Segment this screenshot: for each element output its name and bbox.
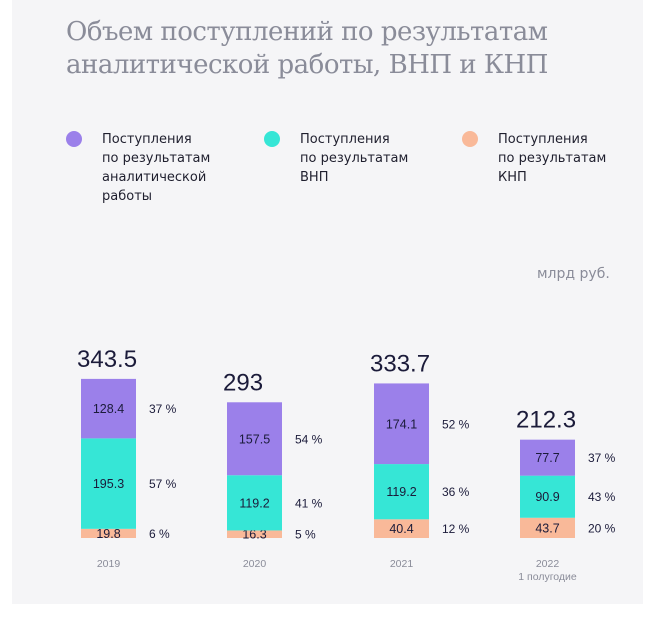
percent-label-analytic: 54 %	[295, 432, 323, 446]
legend-marker-vnp	[264, 131, 280, 147]
bar-segment-knp-2020	[227, 530, 282, 538]
percent-label-analytic: 37 %	[588, 451, 616, 465]
percent-label-analytic: 52 %	[442, 417, 470, 431]
year-sublabel: 1 полугодие	[518, 571, 577, 583]
percent-label-knp: 12 %	[442, 522, 470, 536]
bar-segment-knp-2021	[374, 519, 429, 538]
legend-label-analytic: Поступления по результатам аналитической…	[102, 130, 252, 206]
value-label-analytic: 157.5	[239, 432, 270, 446]
legend-line: по результатам	[300, 151, 409, 166]
total-label: 333.7	[370, 350, 430, 377]
percent-label-knp: 20 %	[588, 521, 616, 535]
bar-segment-vnp-2022	[520, 475, 575, 518]
percent-label-vnp: 57 %	[149, 477, 177, 491]
bar-segment-knp-2022	[520, 517, 575, 538]
total-label: 212.3	[516, 407, 576, 434]
total-label: 343.5	[77, 346, 137, 373]
unit-label: млрд руб.	[537, 266, 610, 282]
year-label: 2019	[97, 558, 121, 570]
bar-segment-vnp-2019	[81, 438, 136, 529]
value-label-analytic: 128.4	[93, 402, 124, 416]
percent-label-knp: 5 %	[295, 528, 316, 542]
bar-segment-vnp-2020	[227, 475, 282, 531]
percent-label-vnp: 41 %	[295, 496, 323, 510]
legend-line: Поступления	[300, 132, 390, 147]
legend-line: КНП	[498, 170, 527, 185]
legend-line: по результатам	[498, 151, 607, 166]
legend-line: по результатам	[102, 151, 211, 166]
legend-line: Поступления	[498, 132, 588, 147]
title-line-1: Объем поступлений по результатам	[66, 17, 548, 47]
value-label-vnp: 90.9	[535, 490, 559, 504]
total-label: 293	[223, 369, 263, 396]
title-line-2: аналитической работы, ВНП и КНП	[66, 50, 548, 80]
bar-segment-analytic-2021	[374, 383, 429, 465]
value-label-knp: 16.3	[242, 528, 266, 542]
value-label-knp: 19.8	[96, 527, 120, 541]
year-label: 2021	[390, 558, 414, 570]
value-label-analytic: 77.7	[535, 451, 559, 465]
year-label: 2022	[536, 558, 560, 570]
value-label-vnp: 119.2	[239, 496, 269, 510]
percent-label-vnp: 43 %	[588, 490, 616, 504]
value-label-analytic: 174.1	[386, 417, 417, 431]
year-label: 2020	[243, 558, 267, 570]
value-label-knp: 40.4	[389, 522, 413, 536]
legend-line: ВНП	[300, 170, 329, 185]
percent-label-vnp: 36 %	[442, 485, 470, 499]
percent-label-analytic: 37 %	[149, 402, 177, 416]
legend-label-knp: Поступления по результатам КНП	[498, 130, 648, 187]
legend-line: работы	[102, 189, 153, 204]
value-label-vnp: 119.2	[386, 485, 416, 499]
bar-segment-knp-2019	[81, 528, 136, 538]
legend-label-vnp: Поступления по результатам ВНП	[300, 130, 450, 187]
legend-line: Поступления	[102, 132, 192, 147]
legend-line: аналитической	[102, 170, 207, 185]
value-label-vnp: 195.3	[93, 477, 124, 491]
bar-segment-vnp-2021	[374, 464, 429, 520]
value-label-knp: 43.7	[535, 521, 559, 535]
bar-segment-analytic-2020	[227, 402, 282, 476]
chart-title: Объем поступлений по результатам аналити…	[66, 16, 626, 82]
legend-marker-knp	[462, 131, 478, 147]
bar-segment-analytic-2022	[520, 439, 575, 476]
percent-label-knp: 6 %	[149, 527, 170, 541]
bar-segment-analytic-2019	[81, 378, 136, 439]
legend-marker-analytic	[66, 131, 82, 147]
